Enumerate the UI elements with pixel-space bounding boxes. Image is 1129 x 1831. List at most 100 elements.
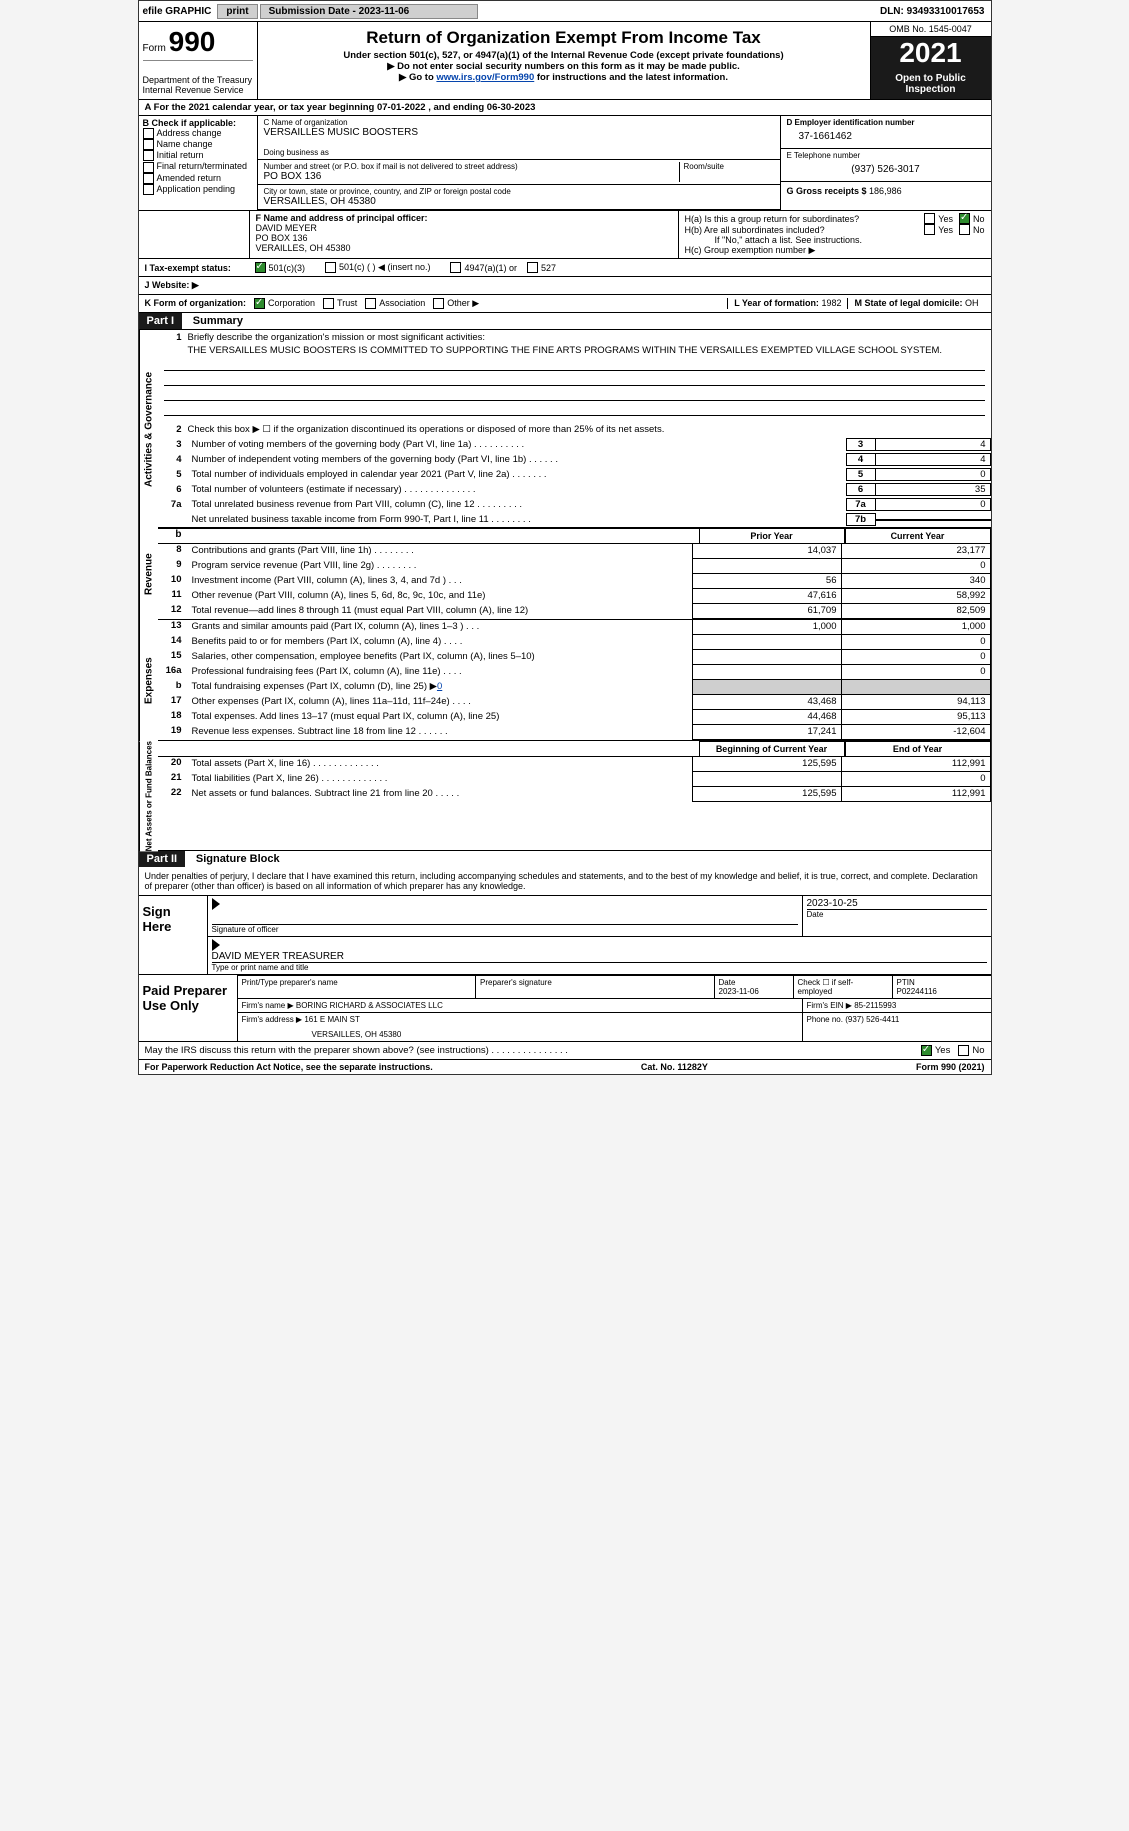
firm-addr2: VERSAILLES, OH 45380 <box>242 1024 798 1039</box>
header-center: Return of Organization Exempt From Incom… <box>258 22 870 99</box>
sig-date-value: 2023-10-25 <box>807 898 987 909</box>
tax-year: 2021 <box>871 37 991 69</box>
data-line: 10Investment income (Part VIII, column (… <box>158 574 991 589</box>
data-line: 9Program service revenue (Part VIII, lin… <box>158 559 991 574</box>
part-i-header: Part I Summary <box>139 313 991 330</box>
opt-address-change: Address change <box>143 128 253 139</box>
org-name: VERSAILLES MUSIC BOOSTERS <box>264 127 774 138</box>
ha-no-checkbox[interactable] <box>959 213 970 224</box>
data-line: 20Total assets (Part X, line 16) . . . .… <box>158 757 991 772</box>
box-d: D Employer identification number 37-1661… <box>780 116 991 210</box>
row-klm: K Form of organization: Corporation Trus… <box>139 295 991 313</box>
checkbox-name[interactable] <box>143 139 154 150</box>
hb-yes-checkbox[interactable] <box>924 224 935 235</box>
revenue-section: Revenue b Prior Year Current Year 8Contr… <box>139 528 991 620</box>
footer-left: For Paperwork Reduction Act Notice, see … <box>145 1062 433 1072</box>
efile-label: efile GRAPHIC <box>139 6 216 17</box>
data-line: 22Net assets or fund balances. Subtract … <box>158 787 991 802</box>
summary-line: 3Number of voting members of the governi… <box>158 437 991 452</box>
check-self-employed: Check ☐ if self-employed <box>794 976 893 998</box>
officer-label: F Name and address of principal officer: <box>256 213 672 223</box>
firm-phone: (937) 526-4411 <box>845 1015 899 1024</box>
checkbox-trust[interactable] <box>323 298 334 309</box>
side-revenue: Revenue <box>139 528 158 620</box>
opt-pending: Application pending <box>143 184 253 195</box>
checkbox-corp[interactable] <box>254 298 265 309</box>
box-c: C Name of organization VERSAILLES MUSIC … <box>258 116 780 210</box>
checkbox-assoc[interactable] <box>365 298 376 309</box>
hc-label: H(c) Group exemption number ▶ <box>685 245 985 256</box>
checkbox-final[interactable] <box>143 162 154 173</box>
paid-preparer-block: Paid Preparer Use Only Print/Type prepar… <box>139 974 991 1042</box>
checkbox-other[interactable] <box>433 298 444 309</box>
checkbox-amended[interactable] <box>143 173 154 184</box>
street-label: Number and street (or P.O. box if mail i… <box>264 162 675 171</box>
dln-label: DLN: 93493310017653 <box>880 6 991 17</box>
page-footer: For Paperwork Reduction Act Notice, see … <box>139 1059 991 1074</box>
firm-ein: 85-2115993 <box>854 1001 896 1010</box>
line2-text: Check this box ▶ ☐ if the organization d… <box>188 423 991 436</box>
data-line: 12Total revenue—add lines 8 through 11 (… <box>158 604 991 619</box>
phone-value: (937) 526-3017 <box>787 160 985 179</box>
discuss-yes-checkbox[interactable] <box>921 1045 932 1056</box>
sig-date-label: Date <box>807 909 987 919</box>
side-net: Net Assets or Fund Balances <box>139 741 158 851</box>
state-domicile: OH <box>965 298 979 308</box>
open-public-label: Open to Public Inspection <box>871 69 991 99</box>
officer-addr2: VERAILLES, OH 45380 <box>256 243 672 253</box>
checkbox-527[interactable] <box>527 262 538 273</box>
footer-right: Form 990 (2021) <box>916 1062 985 1072</box>
checkbox-501c[interactable] <box>325 262 336 273</box>
checkbox-4947[interactable] <box>450 262 461 273</box>
summary-line: Net unrelated business taxable income fr… <box>158 512 991 527</box>
row-i-tax-status: I Tax-exempt status: 501(c)(3) 501(c) ( … <box>139 259 991 277</box>
room-label: Room/suite <box>680 162 774 182</box>
data-line: 15Salaries, other compensation, employee… <box>158 650 991 665</box>
checkbox-501c3[interactable] <box>255 262 266 273</box>
discuss-no-checkbox[interactable] <box>958 1045 969 1056</box>
data-line: 8Contributions and grants (Part VIII, li… <box>158 544 991 559</box>
box-b: B Check if applicable: Address change Na… <box>139 116 258 210</box>
summary-line: 5Total number of individuals employed in… <box>158 467 991 482</box>
data-line: 13Grants and similar amounts paid (Part … <box>158 620 991 635</box>
prep-sig-label: Preparer's signature <box>476 976 715 998</box>
submission-date-button[interactable]: Submission Date - 2023-11-06 <box>260 4 478 19</box>
hb-no-checkbox[interactable] <box>959 224 970 235</box>
data-line: 16aProfessional fundraising fees (Part I… <box>158 665 991 680</box>
ein-value: 37-1661462 <box>787 127 985 146</box>
arrow-icon <box>212 898 220 910</box>
checkbox-initial[interactable] <box>143 150 154 161</box>
irs-link[interactable]: www.irs.gov/Form990 <box>436 72 534 83</box>
line1-label: Briefly describe the organization's miss… <box>188 331 991 344</box>
part-i-title: Summary <box>185 315 243 327</box>
checkbox-address[interactable] <box>143 128 154 139</box>
checkbox-pending[interactable] <box>143 184 154 195</box>
paid-preparer-label: Paid Preparer Use Only <box>139 975 238 1041</box>
opt-name-change: Name change <box>143 139 253 150</box>
row-j-website: J Website: ▶ <box>139 277 991 295</box>
row-a-calendar-year: A For the 2021 calendar year, or tax yea… <box>139 100 991 116</box>
box-h: H(a) Is this a group return for subordin… <box>678 211 991 258</box>
data-line: 19Revenue less expenses. Subtract line 1… <box>158 725 991 740</box>
net-assets-section: Net Assets or Fund Balances Beginning of… <box>139 741 991 851</box>
part-ii-title: Signature Block <box>188 853 280 865</box>
part-i-label: Part I <box>139 313 183 329</box>
sign-here-label: Sign Here <box>139 896 208 974</box>
summary-line: 7aTotal unrelated business revenue from … <box>158 497 991 512</box>
sign-here-block: Sign Here Signature of officer 2023-10-2… <box>139 895 991 974</box>
hb-note: If "No," attach a list. See instructions… <box>685 235 985 245</box>
officer-typed-name: DAVID MEYER TREASURER <box>212 951 987 963</box>
header-left: Form 990 Department of the Treasury Inte… <box>139 22 258 99</box>
ha-yes-checkbox[interactable] <box>924 213 935 224</box>
subtitle-3: ▶ Go to www.irs.gov/Form990 for instruct… <box>262 72 866 83</box>
ein-label: D Employer identification number <box>787 118 985 127</box>
k-label: K Form of organization: <box>145 298 247 309</box>
subtitle-2: ▶ Do not enter social security numbers o… <box>262 61 866 72</box>
subtitle-1: Under section 501(c), 527, or 4947(a)(1)… <box>262 50 866 61</box>
print-button[interactable]: print <box>217 4 257 19</box>
side-governance: Activities & Governance <box>139 330 158 528</box>
firm-addr1: 161 E MAIN ST <box>304 1015 360 1024</box>
section-fh: F Name and address of principal officer:… <box>139 211 991 259</box>
form-word: Form <box>143 43 166 54</box>
phone-label: E Telephone number <box>787 151 985 160</box>
